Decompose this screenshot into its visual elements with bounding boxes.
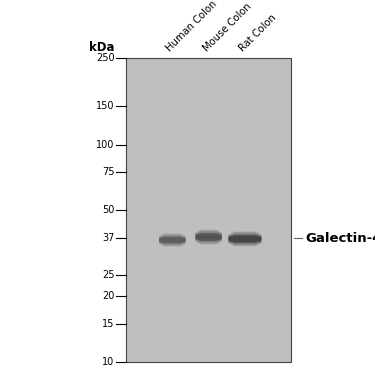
Bar [126,58,291,362]
Bar [126,78,291,88]
Bar [126,261,291,271]
Bar [126,352,291,362]
Bar [126,332,291,342]
Bar [126,210,291,220]
Bar [126,119,291,129]
Bar [126,99,291,109]
Bar [126,271,291,281]
Text: Human Colon: Human Colon [165,0,219,54]
Bar [126,220,291,230]
Text: 20: 20 [102,291,114,302]
Bar [126,291,291,301]
Bar [126,240,291,250]
Text: 25: 25 [102,270,114,280]
Bar [126,281,291,291]
Text: 150: 150 [96,101,114,111]
Text: Mouse Colon: Mouse Colon [201,2,253,54]
Text: 75: 75 [102,167,114,177]
Bar [126,170,291,180]
Bar [126,180,291,190]
Bar [126,342,291,352]
Text: 10: 10 [102,357,114,367]
Bar [126,149,291,159]
Text: 100: 100 [96,140,114,150]
Bar [126,129,291,139]
Bar [126,88,291,99]
Bar [126,200,291,210]
Text: 250: 250 [96,53,114,63]
Bar [126,190,291,200]
Text: kDa: kDa [89,41,114,54]
Bar [126,58,291,68]
Bar [126,311,291,321]
Text: 15: 15 [102,319,114,328]
Bar [126,230,291,240]
Bar [126,68,291,78]
Bar [126,321,291,332]
Bar [126,301,291,311]
Text: Rat Colon: Rat Colon [237,13,278,54]
Text: 50: 50 [102,205,114,215]
Bar [126,109,291,119]
Text: 37: 37 [102,233,114,243]
Bar [126,159,291,170]
Bar [126,251,291,261]
Bar [126,139,291,149]
Text: Galectin-4: Galectin-4 [305,232,375,245]
